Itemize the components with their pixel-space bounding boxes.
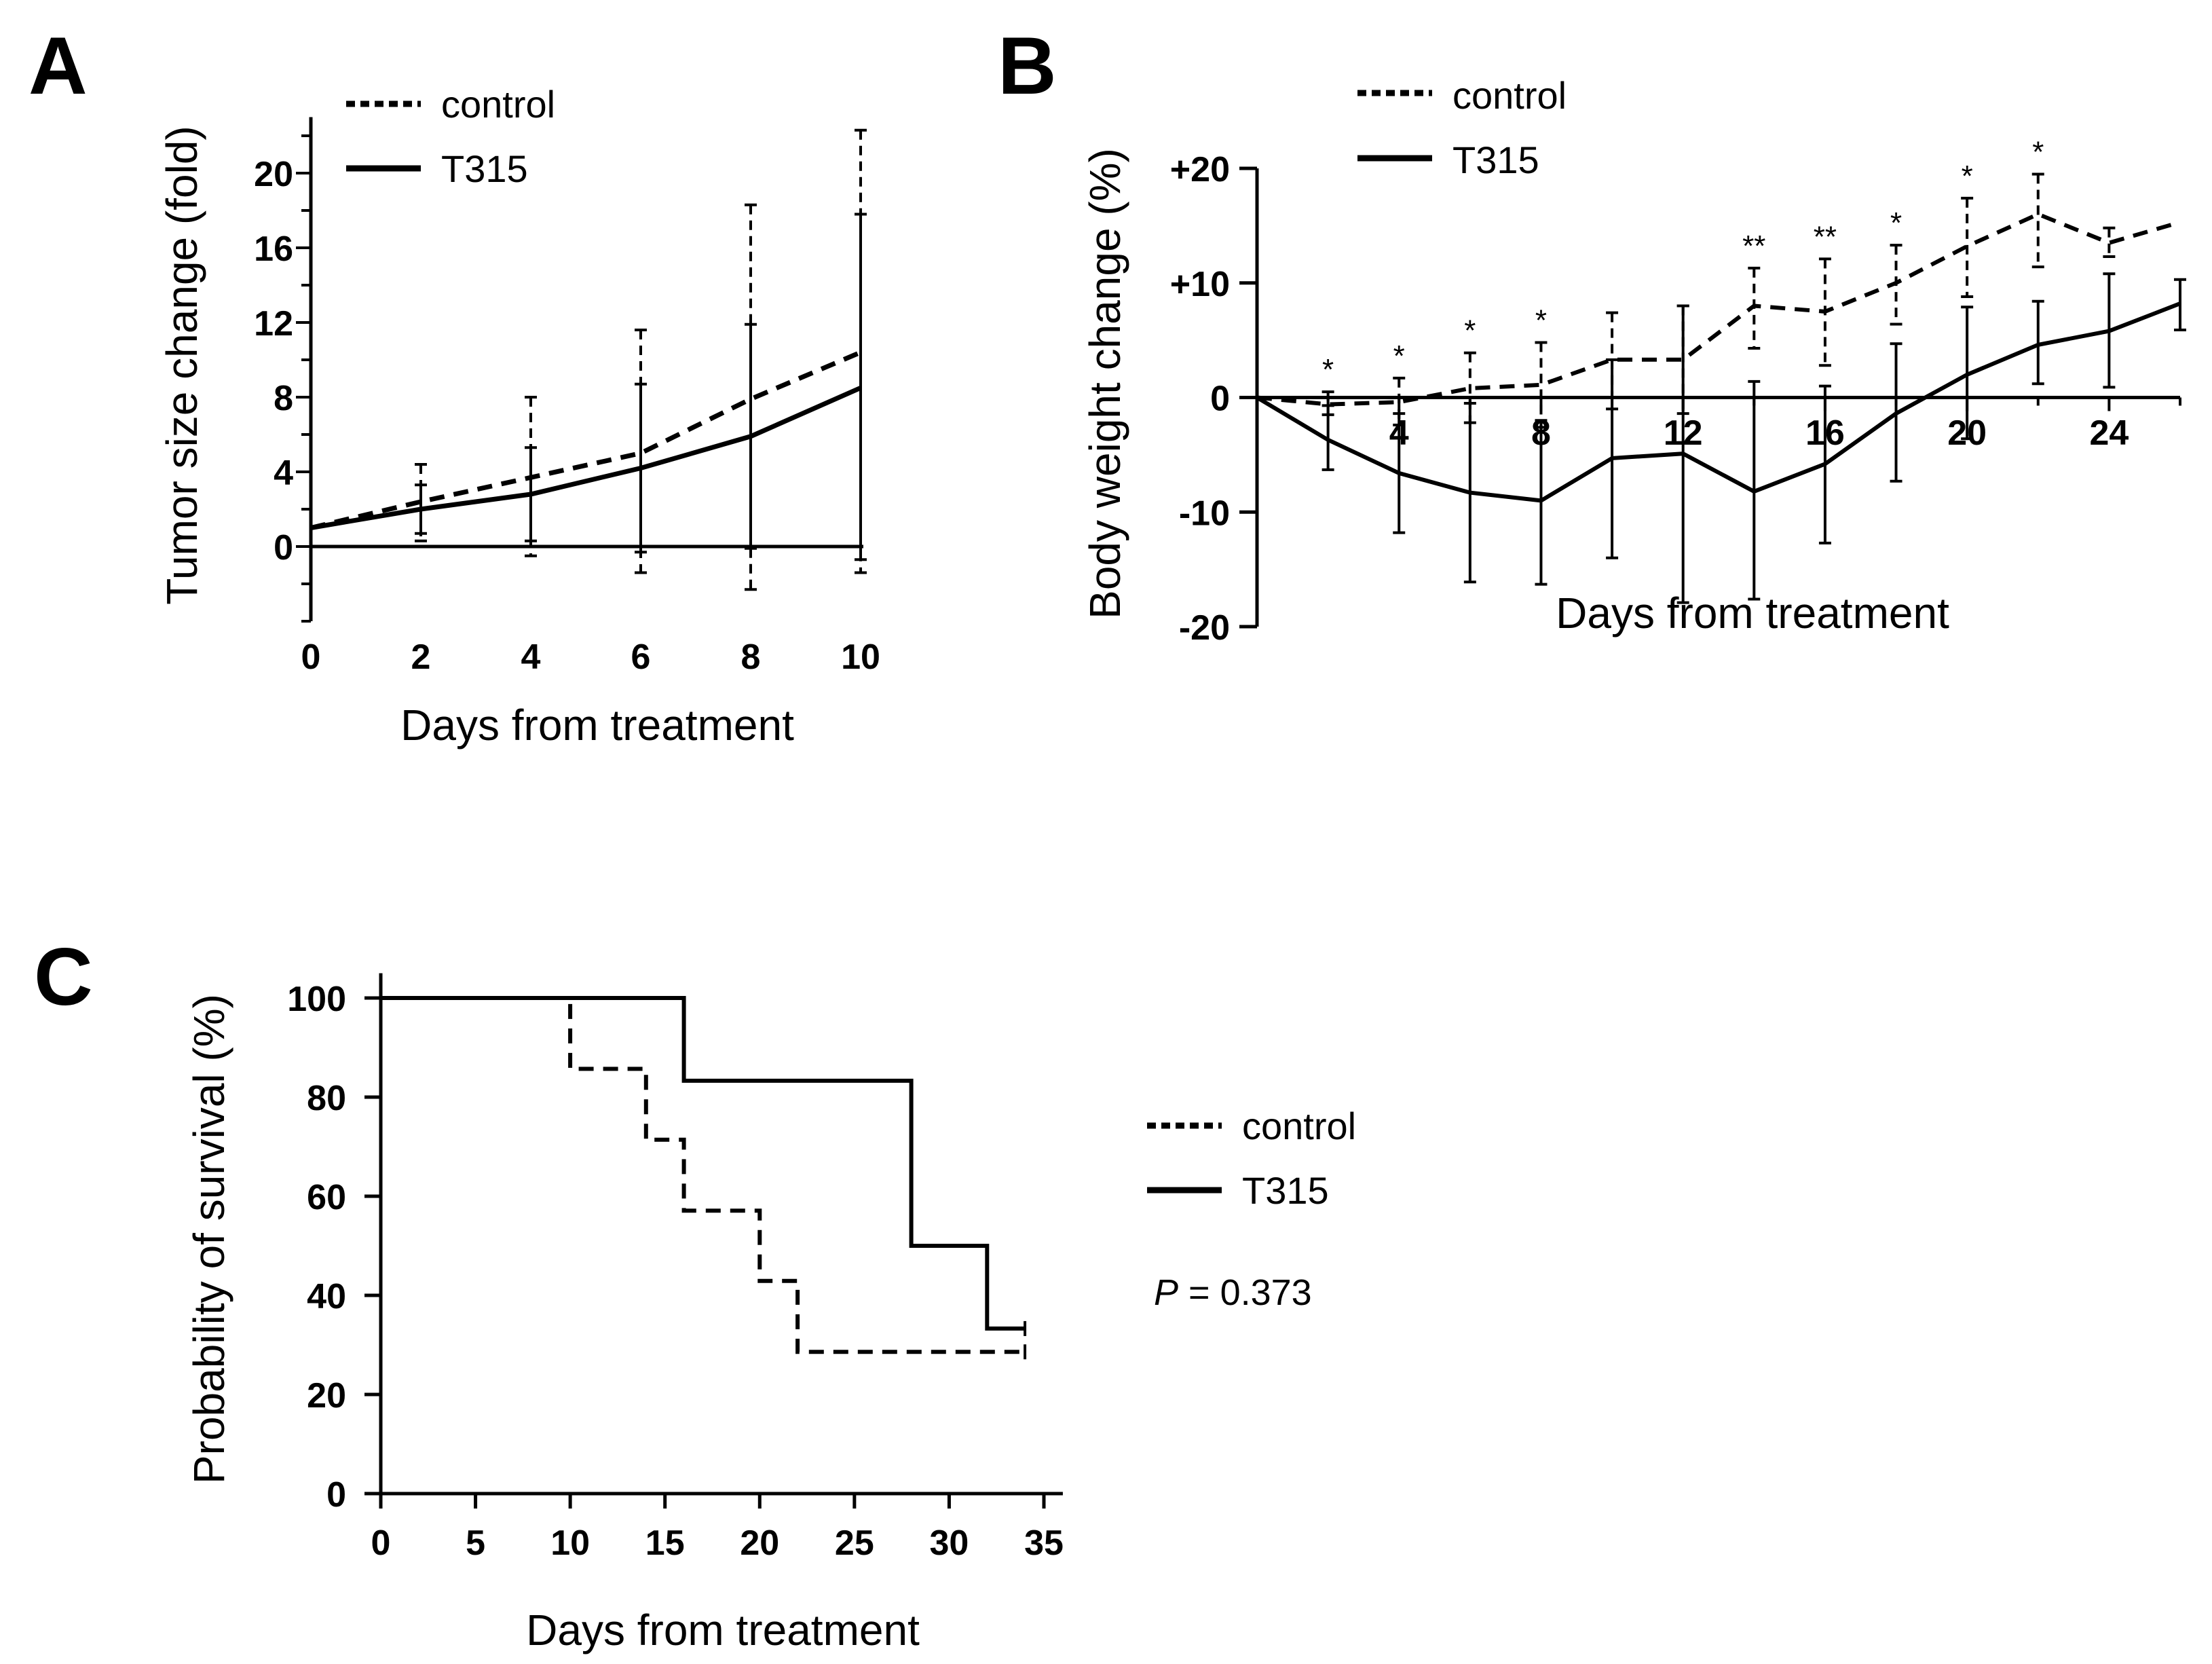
panel-c-y-tick-label-20: 20 [307, 1376, 346, 1416]
panel-c-axes [364, 973, 1063, 1509]
panel-c-y-tick-label-60: 60 [307, 1178, 346, 1217]
panel-a-t315-line [310, 386, 862, 530]
panel-c-x-tick-label-5: 5 [466, 1523, 485, 1563]
panel-b-y-axis-title: Body weight change (%) [1081, 148, 1129, 619]
panel-b-x-tick-label-4: 4 [1389, 413, 1409, 453]
panel-letter-a: A [29, 20, 88, 111]
panel-c-x-tick-label-30: 30 [930, 1523, 969, 1563]
panel-c-legend: control T315 [1147, 1105, 1356, 1212]
panel-b-x-tick-label-12: 12 [1664, 413, 1703, 453]
panel-a-y-tick-label-0: 0 [274, 528, 293, 568]
panel-b-significance-marker-4: ** [1742, 229, 1765, 263]
panel-b-significance-marker-1: * [1393, 339, 1405, 373]
panel-c-survival-curves [381, 996, 1027, 1360]
panel-b-significance-marker-8: * [2032, 135, 2044, 168]
panel-a-y-tick-label-20: 20 [254, 155, 293, 194]
panel-b-legend-t315-label: T315 [1452, 138, 1539, 181]
panel-c-y-tick-label-40: 40 [307, 1277, 346, 1316]
panel-c-x-tick-label-15: 15 [645, 1523, 685, 1563]
panel-b-significance-marker-6: * [1890, 206, 1902, 240]
panel-b-x-tick-label-20: 20 [1947, 413, 1987, 453]
panel-b-x-tick-label-16: 16 [1805, 413, 1845, 453]
panel-a-x-axis-title: Days from treatment [400, 701, 794, 750]
panel-a-tick-labels: 0 4 8 12 16 20 0 2 4 6 8 10 [254, 155, 880, 677]
panel-a-x-tick-label-2: 2 [411, 637, 431, 677]
panel-b-axes [1239, 166, 2181, 629]
panel-b-y-tick-label--20: -20 [1179, 608, 1230, 648]
panel-b-legend: control T315 [1357, 74, 1567, 181]
panel-c-p-rest: = 0.373 [1178, 1272, 1312, 1313]
panel-a-x-tick-label-8: 8 [741, 637, 761, 677]
panel-c-x-tick-label-0: 0 [371, 1523, 391, 1563]
panel-b-series-lines [1256, 212, 2181, 503]
panel-b-significance-marker-0: * [1322, 353, 1334, 386]
panel-c-legend-t315-label: T315 [1242, 1169, 1329, 1212]
panel-b-significance-marker-7: * [1962, 160, 1973, 193]
panel-c-p-symbol: P [1154, 1272, 1178, 1313]
panel-b-x-tick-label-8: 8 [1531, 413, 1551, 453]
panel-c-chart: 0 20 40 60 80 100 0 5 10 15 20 25 30 35 Days from tre… [185, 973, 1356, 1654]
panel-b-t315-line [1256, 301, 2181, 503]
panel-b-legend-control-label: control [1452, 74, 1567, 117]
panel-a-y-tick-label-4: 4 [274, 454, 293, 493]
panel-b-y-tick-label-0: 0 [1210, 380, 1230, 419]
panel-b-x-axis-title: Days from treatment [1556, 589, 1949, 637]
panel-b-significance-marker-2: * [1464, 314, 1476, 348]
panel-b-significance-marker-3: * [1535, 304, 1547, 337]
panel-a-x-tick-label-0: 0 [301, 637, 321, 677]
panel-a-series-lines [310, 350, 862, 530]
panel-a-control-line [310, 350, 862, 530]
panel-c-p-value: P = 0.373 [1154, 1272, 1312, 1313]
panel-c-x-tick-label-25: 25 [835, 1523, 874, 1563]
panel-c-control-curve [381, 996, 1026, 1354]
panel-c-y-tick-label-0: 0 [326, 1475, 346, 1515]
panel-a-x-tick-label-4: 4 [521, 637, 541, 677]
panel-c-x-tick-label-35: 35 [1024, 1523, 1064, 1563]
panel-a-legend: control T315 [346, 83, 555, 190]
panel-c-x-axis-title: Days from treatment [526, 1606, 920, 1654]
panel-a-chart: 0 4 8 12 16 20 0 2 4 6 8 10 Days from treatment Tum… [157, 83, 880, 750]
panel-b-significance-marker-5: ** [1814, 220, 1837, 253]
panel-a-error-bars [415, 128, 867, 591]
panel-c-x-tick-label-20: 20 [740, 1523, 779, 1563]
panel-a-legend-control-label: control [441, 83, 555, 126]
panel-b-control-line [1256, 212, 2181, 407]
panel-a-axes [296, 117, 863, 623]
panel-a-y-tick-label-8: 8 [274, 379, 293, 418]
panel-b-significance-markers: * ** *** ** *** [1322, 135, 2044, 386]
panel-c-legend-control-label: control [1242, 1105, 1356, 1147]
panel-a-legend-t315-label: T315 [441, 147, 528, 190]
panel-c-x-tick-label-10: 10 [550, 1523, 590, 1563]
panel-b-y-tick-label-10: +10 [1170, 265, 1230, 304]
panel-b-y-tick-label--10: -10 [1179, 494, 1230, 533]
panel-b-tick-labels: +20 +10 0 -10 -20 4 8 12 16 20 24 [1170, 150, 2129, 648]
panel-c-y-tick-label-80: 80 [307, 1079, 346, 1118]
panel-c-t315-curve [381, 996, 1026, 1331]
panel-c-y-axis-title: Probability of survival (%) [185, 994, 233, 1484]
panel-b-y-tick-label-20: +20 [1170, 150, 1230, 189]
panel-a-y-tick-label-16: 16 [254, 229, 293, 269]
panel-c-tick-labels: 0 20 40 60 80 100 0 5 10 15 20 25 30 35 [287, 980, 1064, 1563]
panel-c-y-tick-label-100: 100 [287, 980, 346, 1019]
panel-letter-c: C [34, 931, 93, 1022]
panel-letter-b: B [998, 20, 1057, 111]
panel-b-chart: +20+100-10-204 8 12 16 20 24 * ** *** ** *** Days… [1081, 74, 2186, 648]
panel-b-x-tick-label-24: 24 [2089, 413, 2129, 453]
panel-a-x-tick-label-10: 10 [841, 637, 880, 677]
panel-a-x-tick-label-6: 6 [631, 637, 651, 677]
panel-a-y-axis-title: Tumor size change (fold) [157, 126, 206, 604]
panel-a-y-tick-label-12: 12 [254, 304, 293, 344]
